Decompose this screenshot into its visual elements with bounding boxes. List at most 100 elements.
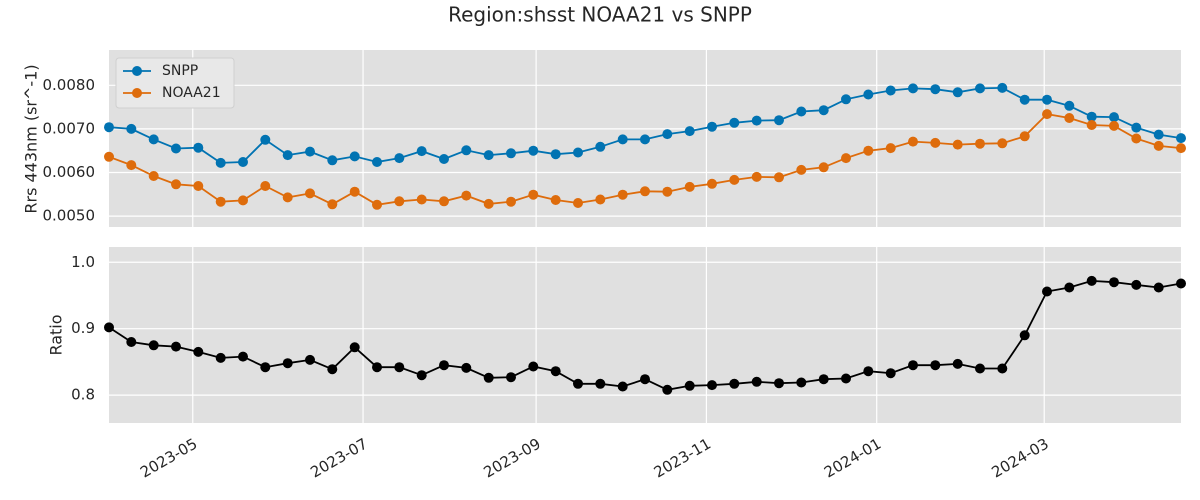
point-snpp-2024-01-06 xyxy=(885,85,896,96)
point-noaa21-2024-01-30 xyxy=(952,139,963,150)
point-snpp-2024-03-18 xyxy=(1086,111,1097,122)
point-noaa21-2024-04-03 xyxy=(1131,133,1142,144)
bottom-ytick-0.9: 0.9 xyxy=(71,319,95,337)
xtick-2024-03: 2024-03 xyxy=(989,435,1052,482)
point-ratio-2023-04-17 xyxy=(148,340,159,351)
point-ratio-2023-10-10 xyxy=(640,374,650,385)
point-noaa21-2024-02-07 xyxy=(975,138,985,149)
point-ratio-2024-01-30 xyxy=(952,358,963,369)
point-snpp-2023-07-06 xyxy=(372,157,382,167)
point-snpp-2023-10-02 xyxy=(617,134,628,145)
point-noaa21-2024-01-22 xyxy=(930,137,941,148)
top-series-group xyxy=(104,82,1186,210)
point-snpp-2023-12-21 xyxy=(841,94,851,105)
point-ratio-2023-11-11 xyxy=(729,378,740,389)
point-snpp-2023-05-19 xyxy=(238,157,248,167)
point-noaa21-2023-06-28 xyxy=(349,186,360,197)
point-snpp-2024-01-14 xyxy=(908,83,918,94)
point-ratio-2023-12-21 xyxy=(841,373,851,384)
point-ratio-2024-03-02 xyxy=(1042,286,1052,297)
point-ratio-2024-01-14 xyxy=(908,360,918,371)
point-noaa21-2023-11-27 xyxy=(774,172,784,183)
legend-label-noaa21: NOAA21 xyxy=(162,85,221,101)
point-noaa21-2023-09-08 xyxy=(550,195,561,205)
point-snpp-2023-04-17 xyxy=(148,134,159,145)
bottom-ytick-1.0: 1.0 xyxy=(71,253,95,271)
point-snpp-2024-04-03 xyxy=(1131,122,1142,133)
point-snpp-2024-03-26 xyxy=(1109,112,1119,123)
point-noaa21-2024-02-15 xyxy=(997,138,1008,149)
xtick-2023-11: 2023-11 xyxy=(651,435,714,482)
point-ratio-2023-07-22 xyxy=(416,370,427,381)
point-snpp-2023-12-29 xyxy=(863,89,874,100)
point-ratio-2024-02-23 xyxy=(1019,330,1030,341)
point-snpp-2024-04-19 xyxy=(1176,133,1186,144)
point-ratio-2023-05-27 xyxy=(260,362,271,373)
point-ratio-2023-09-24 xyxy=(595,378,606,389)
bottom-series-group xyxy=(104,275,1186,395)
point-snpp-2024-02-15 xyxy=(997,82,1008,93)
point-noaa21-2023-05-19 xyxy=(238,195,248,206)
point-snpp-2023-09-16 xyxy=(573,147,583,158)
top-y-tick-labels: 0.0050 0.0060 0.0070 0.0080 xyxy=(43,76,96,225)
point-noaa21-2023-07-30 xyxy=(439,196,449,207)
point-snpp-2024-01-30 xyxy=(952,87,963,98)
point-snpp-2023-05-11 xyxy=(215,157,226,168)
point-snpp-2024-03-10 xyxy=(1064,100,1075,111)
point-ratio-2024-03-10 xyxy=(1064,282,1075,293)
point-ratio-2023-05-11 xyxy=(215,352,226,363)
point-noaa21-2024-04-11 xyxy=(1153,140,1164,151)
point-noaa21-2023-07-14 xyxy=(394,196,405,207)
point-noaa21-2023-10-10 xyxy=(640,186,650,197)
point-noaa21-2023-10-02 xyxy=(617,189,628,200)
point-snpp-2024-02-07 xyxy=(975,83,985,94)
bottom-y-tick-labels: 0.8 0.9 1.0 xyxy=(71,253,95,404)
point-noaa21-2023-09-24 xyxy=(595,194,606,205)
point-ratio-2023-06-28 xyxy=(349,342,360,353)
point-ratio-2023-10-02 xyxy=(617,381,628,392)
legend: SNPP NOAA21 xyxy=(115,57,235,109)
point-noaa21-2023-08-23 xyxy=(506,196,516,207)
point-ratio-2023-09-16 xyxy=(573,378,583,389)
point-ratio-2023-12-13 xyxy=(818,374,829,385)
point-ratio-2023-07-14 xyxy=(394,362,405,373)
point-ratio-2023-06-12 xyxy=(305,354,315,365)
legend-marker-snpp xyxy=(132,66,142,76)
point-ratio-2023-04-09 xyxy=(126,337,137,347)
top-ytick-0.0080: 0.0080 xyxy=(43,76,96,94)
point-snpp-2023-06-04 xyxy=(282,150,293,161)
point-snpp-2023-09-08 xyxy=(550,149,561,160)
point-noaa21-2023-08-31 xyxy=(528,189,539,200)
point-noaa21-2023-04-25 xyxy=(171,179,181,190)
point-noaa21-2023-06-04 xyxy=(282,192,293,203)
point-snpp-2023-07-30 xyxy=(439,154,449,164)
xtick-2024-01: 2024-01 xyxy=(821,435,884,482)
point-noaa21-2023-08-07 xyxy=(461,190,472,201)
point-noaa21-2023-04-01 xyxy=(104,151,114,162)
xtick-2023-09: 2023-09 xyxy=(480,435,543,482)
point-snpp-2023-06-28 xyxy=(349,151,360,162)
point-snpp-2023-11-11 xyxy=(729,117,740,128)
point-snpp-2024-04-11 xyxy=(1153,129,1164,140)
point-ratio-2023-08-07 xyxy=(461,362,472,373)
point-snpp-2023-04-09 xyxy=(126,123,137,134)
point-snpp-2023-12-13 xyxy=(818,105,829,116)
point-ratio-2023-08-23 xyxy=(506,372,516,383)
point-noaa21-2024-03-02 xyxy=(1042,109,1052,120)
top-ytick-0.0050: 0.0050 xyxy=(43,207,96,225)
point-noaa21-2023-12-21 xyxy=(841,153,851,164)
point-noaa21-2024-01-14 xyxy=(908,136,918,147)
point-snpp-2023-08-15 xyxy=(483,150,494,161)
point-noaa21-2024-04-19 xyxy=(1176,143,1186,154)
point-ratio-2023-09-08 xyxy=(550,366,561,377)
top-ytick-0.0070: 0.0070 xyxy=(43,119,96,137)
point-noaa21-2023-07-06 xyxy=(372,199,382,210)
top-y-axis-label: Rrs 443nm (sr^-1) xyxy=(22,64,41,213)
point-ratio-2023-05-03 xyxy=(193,346,204,357)
point-ratio-2023-12-05 xyxy=(796,377,807,388)
bottom-y-axis-label: Ratio xyxy=(47,314,66,355)
legend-marker-noaa21 xyxy=(132,88,142,98)
bottom-gridlines xyxy=(109,247,1181,423)
point-noaa21-2023-11-19 xyxy=(751,171,762,182)
point-snpp-2023-06-12 xyxy=(305,146,315,157)
